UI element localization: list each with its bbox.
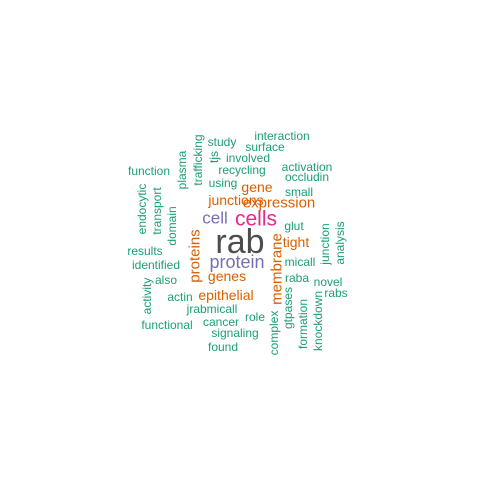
word-trafficking: trafficking [191,134,205,186]
word-epithelial: epithelial [198,287,254,303]
word-study: study [207,135,237,149]
word-function: function [127,164,171,178]
word-transport: transport [150,187,164,235]
word-signaling: signaling [211,326,259,340]
word-activity: activity [140,277,154,315]
word-formation: formation [296,298,310,350]
word-junction: junction [318,223,332,265]
word-found: found [207,340,239,354]
word-role: role [244,310,266,324]
word-micall: micall [284,255,316,269]
word-rabs: rabs [324,286,348,300]
word-functional: functional [141,318,193,332]
word-rab: rab [215,223,265,261]
word-recycling: recycling [218,163,266,177]
word-protein: protein [209,252,265,272]
word-analysis: analysis [333,221,347,265]
word-results: results [127,244,163,258]
word-small: small [284,185,314,199]
word-raba: raba [284,271,310,285]
word-cells: cells [234,207,278,231]
word-novel: novel [313,275,343,289]
word-interaction: interaction [254,129,310,143]
word-glut: glut [284,219,304,233]
word-tight: tight [282,234,310,250]
word-domain: domain [165,206,179,246]
word-knockdown: knockdown [311,290,325,352]
word-involved: involved [225,151,271,165]
word-activation: activation [281,160,333,174]
word-gtpases: gtpases [281,286,295,330]
word-identified: identified [131,258,181,272]
word-using: using [208,176,238,190]
word-cell: cell [202,208,228,228]
word-actin: actin [167,290,193,304]
word-plasma: plasma [175,150,189,190]
word-tjs: tjs [207,151,221,163]
word-surface: surface [245,140,285,154]
word-also: also [154,273,178,287]
word-gene: gene [241,179,273,195]
word-genes: genes [207,268,247,284]
word-complex: complex [267,310,281,356]
word-junctions: junctions [208,192,264,208]
word-proteins: proteins [186,229,204,283]
word-jrabmicall: jrabmicall [186,302,238,316]
word-expression: expression [242,194,316,212]
word-endocytic: endocytic [135,183,149,235]
word-occludin: occludin [284,170,330,184]
word-cancer: cancer [202,315,240,329]
